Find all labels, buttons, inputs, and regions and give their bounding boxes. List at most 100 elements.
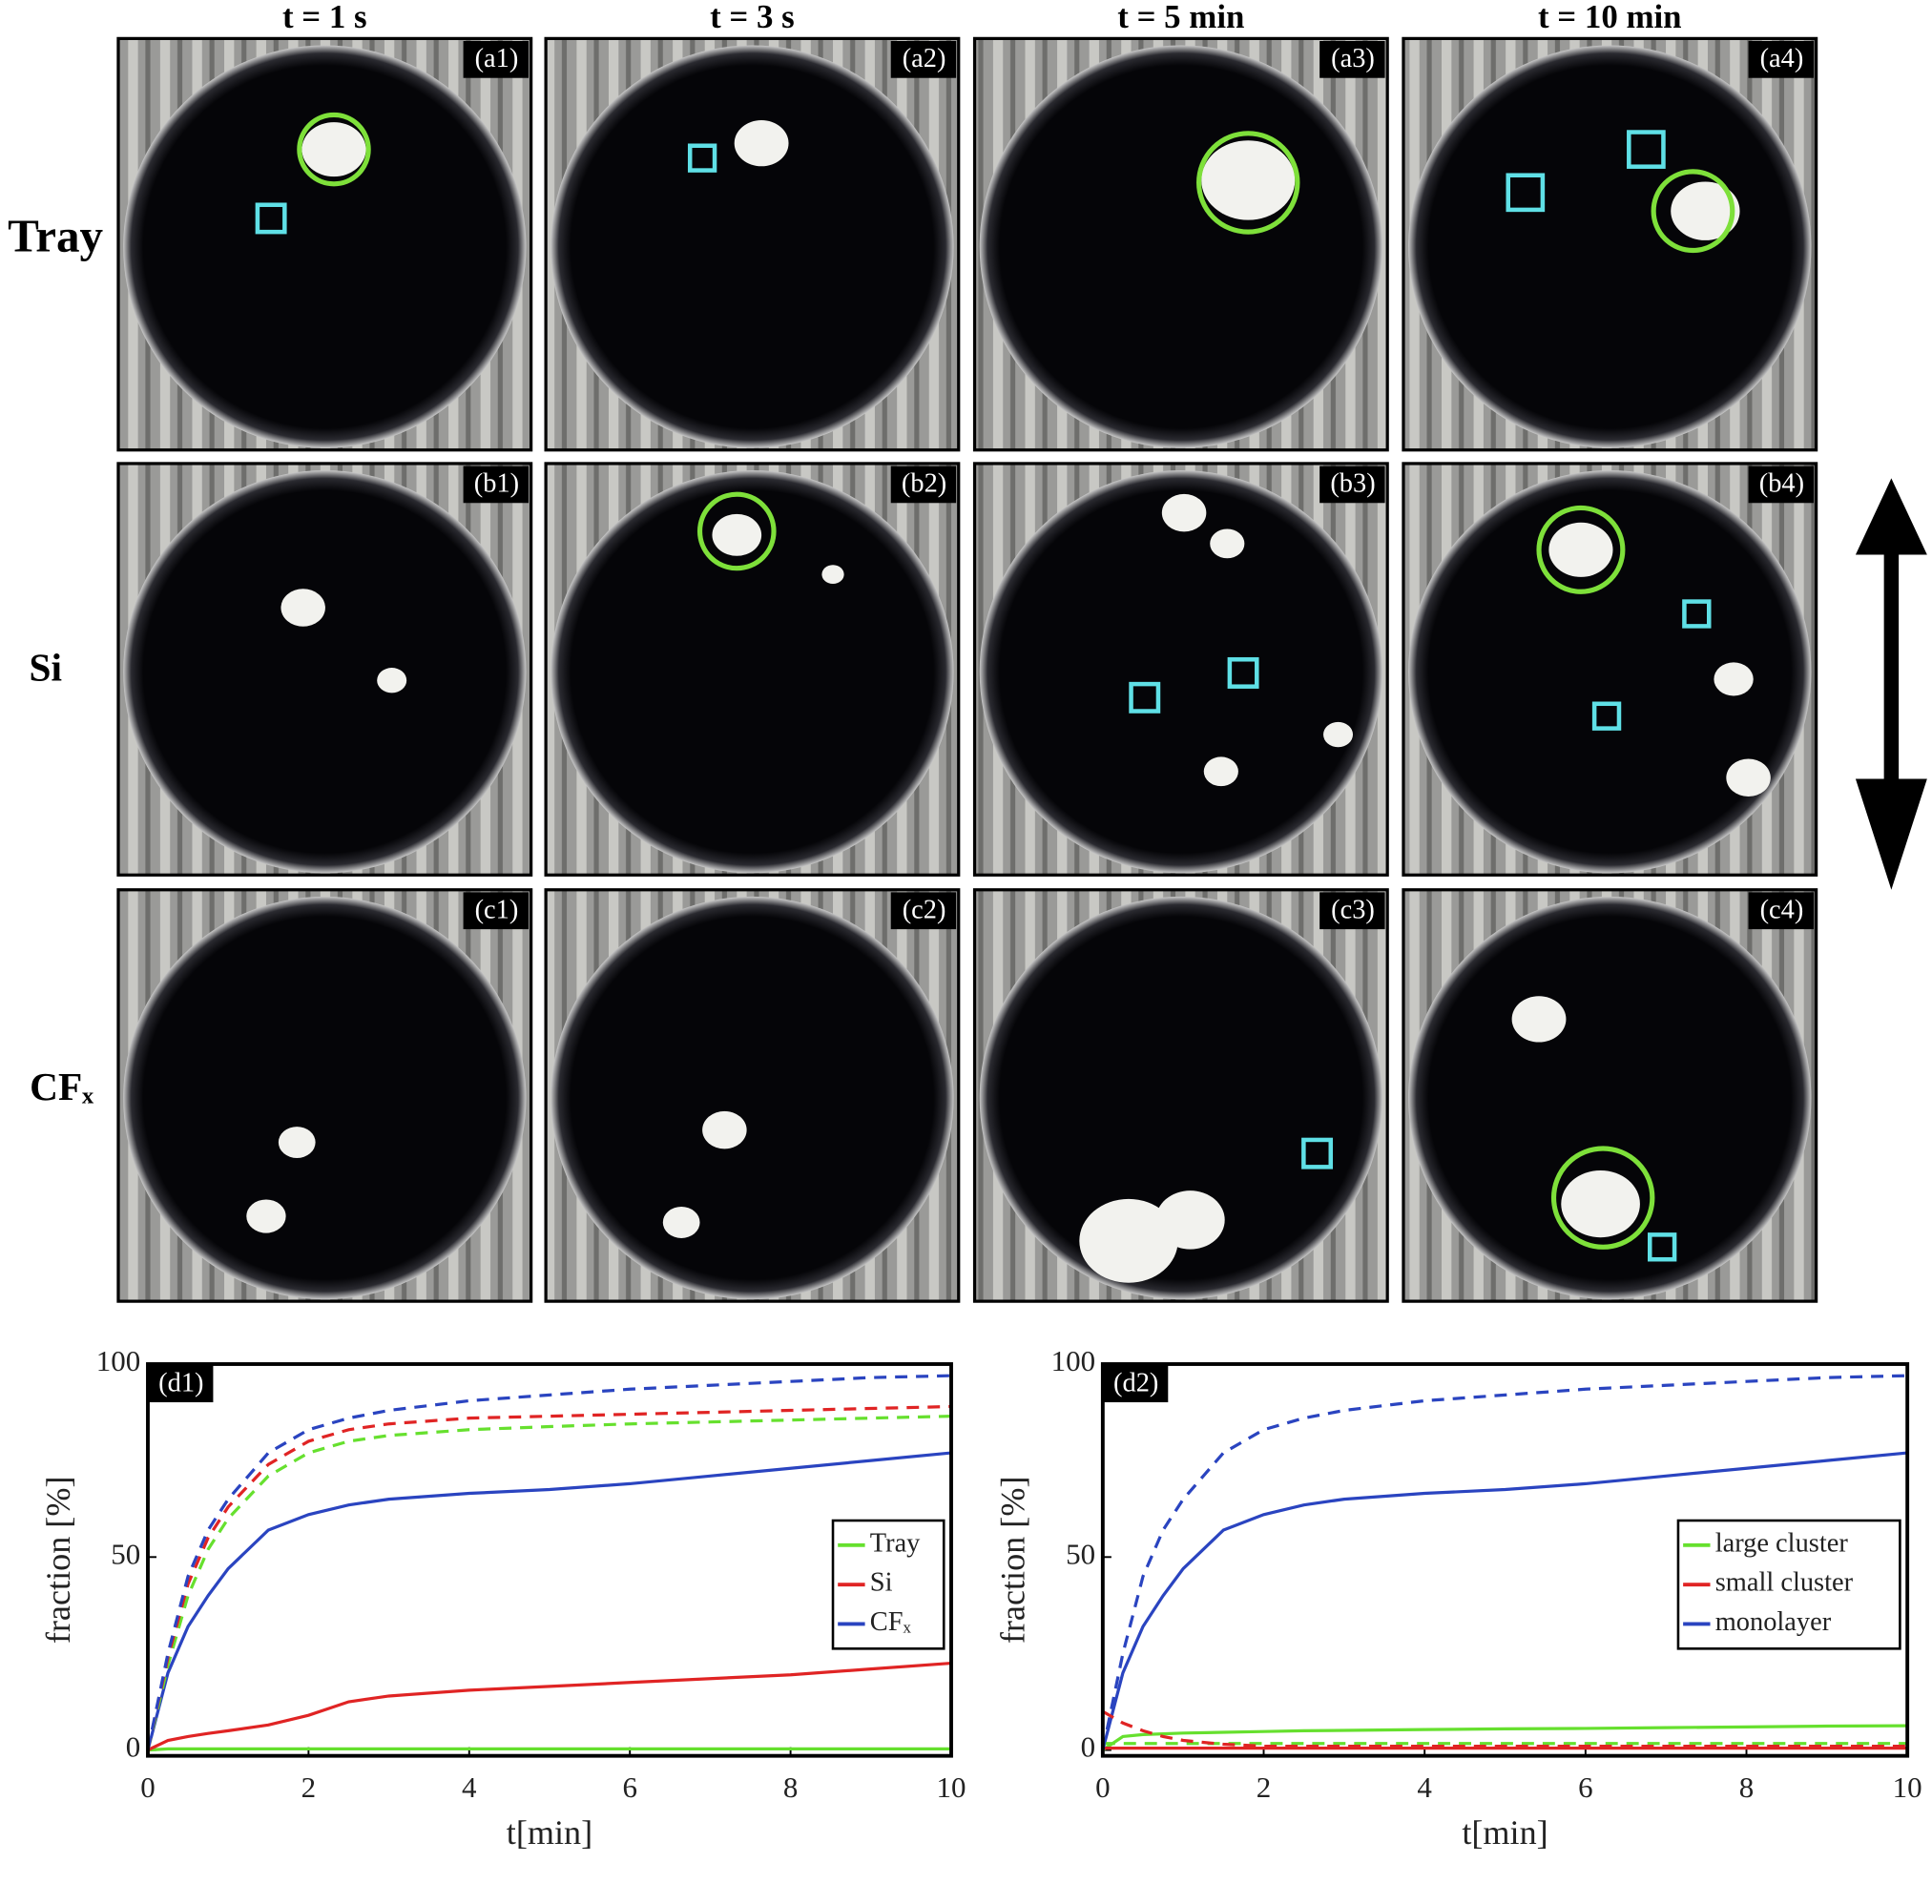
panel-label-bg: [463, 40, 530, 78]
panel-label-bg: [1104, 1365, 1169, 1403]
highlight-circle: [1536, 505, 1626, 594]
panel-label: (d2): [1113, 1368, 1158, 1397]
particle: [1511, 996, 1567, 1043]
particle: [246, 1199, 286, 1233]
y-tick-label: 50: [1066, 1537, 1095, 1570]
petri-dish: [551, 45, 954, 448]
highlight-box: [1227, 657, 1259, 689]
axes-frame: [146, 1362, 953, 1758]
panel-label: (b4): [1759, 469, 1804, 499]
panel-label-bg: [890, 892, 957, 930]
panel-label-bg: [1319, 40, 1385, 78]
panel-label-bg: [1748, 40, 1815, 78]
row-label: Si: [30, 646, 62, 690]
petri-dish: [979, 896, 1383, 1300]
petri-dish: [551, 896, 954, 1300]
highlight-box: [1591, 701, 1622, 731]
x-tick-label: 8: [783, 1770, 798, 1804]
petri-dish: [1408, 470, 1812, 874]
panel-label: (a4): [1760, 44, 1804, 73]
legend-label: monolayer: [1715, 1607, 1832, 1637]
particle: [1201, 140, 1296, 220]
y-axis-label: fraction [%]: [39, 1476, 77, 1644]
panel-label-bg: [890, 40, 957, 78]
photo-panel: (c4): [1402, 888, 1818, 1303]
data-line: [146, 1415, 952, 1750]
highlight-circle: [1651, 169, 1735, 254]
panel-label: (b3): [1330, 469, 1375, 499]
panel-label-bg: [1748, 892, 1815, 930]
y-tick-label: 100: [96, 1344, 140, 1377]
x-tick-label: 6: [1578, 1770, 1593, 1804]
legend: Tray Si CFₓ: [831, 1519, 945, 1650]
highlight-box: [1627, 130, 1666, 169]
panel-label: (a2): [903, 44, 946, 73]
petri-dish: [123, 896, 527, 1300]
petri-dish: [123, 470, 527, 874]
photo-panel: (c3): [972, 888, 1389, 1303]
y-axis-label: fraction [%]: [994, 1476, 1032, 1644]
panel-label: (a1): [475, 44, 519, 73]
particle: [1714, 662, 1754, 696]
panel-label-bg: [1748, 466, 1815, 504]
highlight-box: [1506, 173, 1546, 213]
particle: [278, 1127, 316, 1158]
column-header: t = 3 s: [710, 0, 795, 35]
photo-panel: (a1): [116, 36, 533, 452]
x-tick-label: 4: [1417, 1770, 1432, 1804]
data-line: [146, 1374, 952, 1750]
x-tick-label: 2: [1257, 1770, 1272, 1804]
photo-panel: (b1): [116, 462, 533, 877]
particle: [1161, 493, 1207, 532]
highlight-box: [687, 143, 717, 173]
particle: [1079, 1198, 1178, 1283]
highlight-circle: [297, 112, 371, 187]
row-label: CFₓ: [30, 1065, 93, 1108]
petri-dish: [979, 45, 1383, 448]
particle: [1323, 721, 1354, 748]
column-header: t = 1 s: [282, 0, 367, 35]
data-line: [1101, 1724, 1908, 1751]
particle: [1561, 1169, 1640, 1238]
petri-dish: [551, 470, 954, 874]
axes-frame: [1100, 1362, 1910, 1758]
panel-label: (c2): [903, 896, 946, 925]
data-line: [146, 1404, 952, 1750]
photo-panel: (b3): [972, 462, 1389, 877]
data-line: [1101, 1374, 1908, 1750]
panel-label: (c1): [475, 896, 519, 925]
x-axis-label: t[min]: [507, 1813, 592, 1852]
legend-label: CFₓ: [870, 1607, 912, 1637]
double-arrow: [1855, 478, 1927, 890]
plot-area: [147, 1363, 952, 1756]
panel-label: (b2): [902, 469, 946, 499]
highlight-circle: [1196, 131, 1300, 235]
highlight-box: [1682, 599, 1712, 629]
legend: large cluster small cluster monolayer: [1676, 1519, 1901, 1650]
particle: [702, 1110, 747, 1149]
petri-dish: [1408, 896, 1812, 1300]
panel-label-bg: [463, 892, 530, 930]
data-line: [1102, 1709, 1908, 1749]
x-tick-label: 4: [462, 1770, 477, 1804]
panel-label-bg: [890, 466, 957, 504]
panel-label-bg: [1319, 466, 1385, 504]
photo-panel: (b4): [1402, 462, 1818, 877]
photo-panel: (b2): [544, 462, 961, 877]
column-header: t = 5 min: [1117, 0, 1244, 35]
highlight-box: [1647, 1232, 1677, 1262]
x-axis-label: t[min]: [1462, 1813, 1548, 1852]
x-tick-label: 10: [937, 1770, 966, 1804]
panel-label: (c4): [1760, 896, 1804, 925]
particle: [662, 1207, 700, 1238]
x-tick-label: 2: [301, 1770, 317, 1804]
particle: [1203, 756, 1238, 787]
legend-label: Si: [870, 1568, 893, 1598]
y-tick-label: 0: [1081, 1730, 1096, 1764]
column-header: t = 10 min: [1538, 0, 1682, 35]
